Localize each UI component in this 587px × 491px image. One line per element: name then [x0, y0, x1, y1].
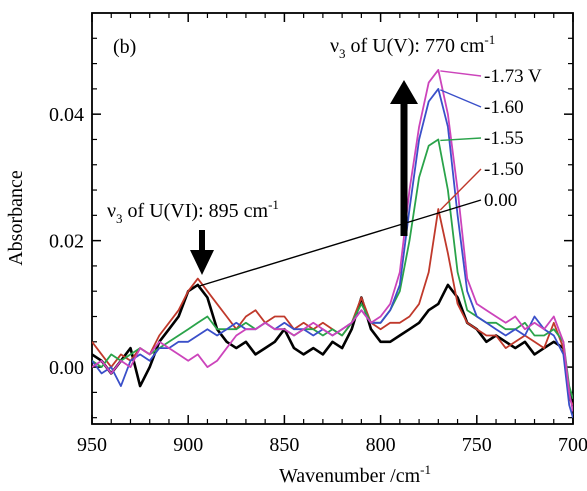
- down-arrow-head: [190, 250, 214, 275]
- legend-leader: [199, 199, 482, 287]
- up-arrow-head: [390, 80, 418, 104]
- plot-frame: [91, 12, 574, 425]
- annotation-text: ν3 of U(V): 770 cm-1: [330, 32, 495, 61]
- y-tick-label: 0.02: [49, 231, 84, 253]
- legend-leader: [440, 137, 482, 142]
- panel-label: (b): [113, 36, 136, 58]
- series-line: [92, 283, 573, 406]
- series-layer: [92, 69, 573, 418]
- x-tick-label: 950: [77, 434, 107, 456]
- annotation-text: ν3 of U(VI): 895 cm-1: [107, 197, 279, 226]
- x-tick-label: 750: [462, 434, 492, 456]
- legend: -1.73 V -1.60 -1.55 -1.50 0.00: [199, 66, 542, 287]
- x-axis-title-sup: -1: [420, 462, 431, 477]
- ticks: 950 900 850 800 750 700 0.00 0.02 0.04: [49, 13, 587, 456]
- legend-label: -1.50: [484, 159, 524, 180]
- legend-leader: [440, 70, 482, 77]
- x-tick-label: 700: [558, 434, 587, 456]
- legend-label: 0.00: [484, 190, 517, 211]
- series-line: [92, 208, 573, 406]
- y-tick-label: 0.00: [49, 357, 84, 379]
- x-tick-label: 850: [269, 434, 299, 456]
- legend-label: -1.73 V: [484, 66, 542, 87]
- x-axis-title: Wavenumber /cm-1: [279, 462, 431, 487]
- y-axis-title: Absorbance: [5, 170, 27, 266]
- annotations: ν3 of U(VI): 895 cm-1 ν3 of U(V): 770 cm-…: [107, 32, 495, 275]
- legend-leader: [439, 168, 482, 211]
- y-tick-label: 0.04: [49, 104, 84, 126]
- legend-label: -1.55: [484, 128, 524, 149]
- legend-leader: [440, 89, 482, 108]
- x-axis-title-text: Wavenumber /cm: [279, 465, 421, 487]
- series-line: [92, 69, 573, 412]
- legend-label: -1.60: [484, 97, 524, 118]
- x-tick-label: 900: [173, 434, 203, 456]
- x-tick-label: 800: [366, 434, 396, 456]
